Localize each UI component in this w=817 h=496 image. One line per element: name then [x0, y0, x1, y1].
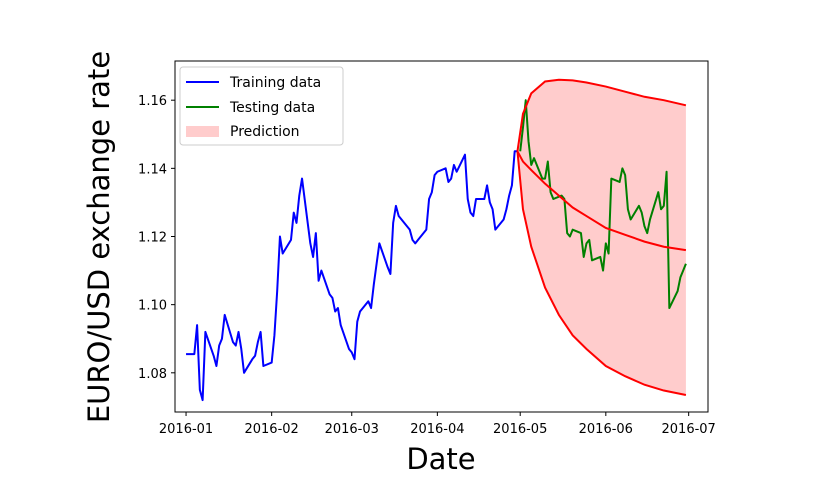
- x-axis-title: Date: [406, 442, 475, 476]
- prediction-upper-line: [516, 78, 687, 152]
- y-tick-label: 1.10: [138, 299, 167, 314]
- prediction-mean-line: [516, 150, 687, 252]
- plot-area: [186, 78, 687, 402]
- legend-testing-label: Testing data: [229, 100, 315, 116]
- x-tick-label: 2016-04: [410, 422, 464, 437]
- y-tick-label: 1.08: [138, 367, 167, 382]
- tick-marks: [171, 99, 690, 416]
- prediction-band: [517, 79, 686, 395]
- x-tick-label: 2016-06: [579, 422, 633, 437]
- legend-training-label: Training data: [229, 75, 321, 91]
- legend-prediction-label: Prediction: [230, 124, 300, 140]
- y-tick-label: 1.16: [138, 94, 167, 109]
- legend-box: [179, 66, 344, 146]
- legend: Training data Testing data Prediction: [179, 66, 344, 146]
- axes-frame: [174, 60, 709, 413]
- y-axis-title: EURO/USD exchange rate: [82, 51, 116, 423]
- x-tick-label: 2016-02: [244, 422, 298, 437]
- training-data-line: [186, 150, 518, 402]
- y-tick-label: 1.12: [138, 231, 167, 246]
- testing-data-line: [519, 99, 687, 310]
- x-tick-label: 2016-01: [159, 422, 213, 437]
- legend-prediction-swatch: [186, 126, 219, 137]
- prediction-lower-line: [516, 151, 687, 396]
- y-tick-label: 1.14: [138, 162, 167, 177]
- x-tick-label: 2016-07: [662, 422, 716, 437]
- x-tick-label: 2016-03: [325, 422, 379, 437]
- x-tick-label: 2016-05: [493, 422, 547, 437]
